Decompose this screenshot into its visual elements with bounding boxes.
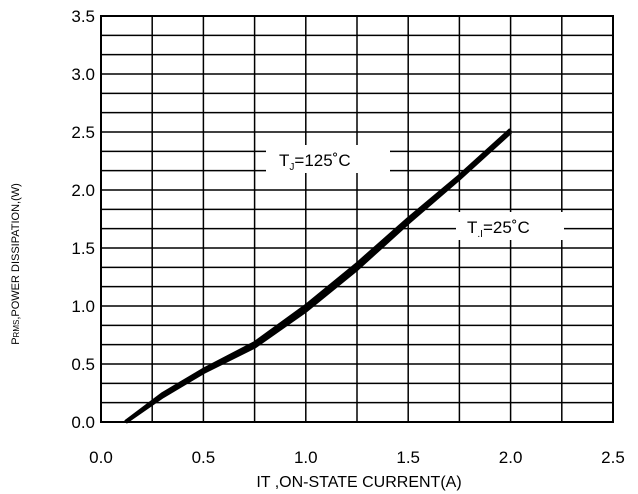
svg-text:T.I=25˚C: T.I=25˚C — [467, 218, 530, 240]
series-line-tj125 — [126, 130, 511, 422]
y-axis-title-main: P — [10, 337, 22, 344]
series-lines — [126, 130, 511, 422]
y-tick-label: 2.5 — [71, 123, 95, 142]
annotation-tj125: TJ=125˚C — [266, 145, 390, 173]
annotation-tj125-rest: =125˚C — [294, 151, 350, 170]
x-tick-labels: 0.0 0.5 1.0 1.5 2.0 2.5 — [89, 448, 625, 467]
annotation-tj25-main: T — [467, 218, 477, 237]
y-axis-title-sub: RMS — [12, 320, 21, 338]
x-axis-title: IT ,ON-STATE CURRENT(A) — [256, 474, 461, 491]
series-line-tj25 — [126, 132, 511, 422]
annotation-tj125-main: T — [279, 151, 289, 170]
x-tick-label: 0.0 — [89, 448, 113, 467]
x-tick-label: 2.0 — [499, 448, 523, 467]
y-tick-label: 0.0 — [71, 413, 95, 432]
y-tick-label: 1.5 — [71, 239, 95, 258]
annotation-tj25: T.I=25˚C — [456, 212, 564, 240]
x-tick-label: 2.5 — [601, 448, 625, 467]
y-tick-label: 2.0 — [71, 181, 95, 200]
y-tick-labels: 0.0 0.5 1.0 1.5 2.0 2.5 3.0 3.5 — [71, 7, 95, 432]
y-axis-title-rest: ,POWER DISSIPATION,(W) — [10, 183, 22, 319]
y-axis-title: PRMS,POWER DISSIPATION,(W) — [10, 183, 22, 345]
y-tick-label: 3.0 — [71, 65, 95, 84]
x-tick-label: 1.5 — [396, 448, 420, 467]
x-tick-label: 1.0 — [294, 448, 318, 467]
x-tick-label: 0.5 — [192, 448, 216, 467]
annotation-tj25-rest: =25˚C — [483, 218, 530, 237]
y-tick-label: 0.5 — [71, 355, 95, 374]
y-tick-label: 3.5 — [71, 7, 95, 26]
y-tick-label: 1.0 — [71, 297, 95, 316]
